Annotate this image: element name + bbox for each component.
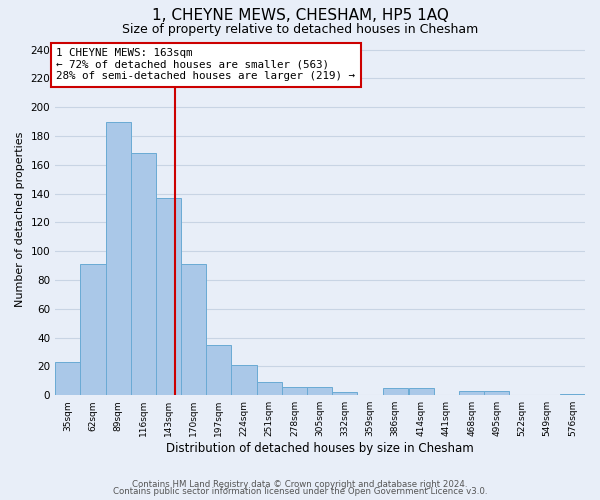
Text: Size of property relative to detached houses in Chesham: Size of property relative to detached ho…: [122, 22, 478, 36]
Y-axis label: Number of detached properties: Number of detached properties: [15, 131, 25, 306]
Bar: [80, 264, 106, 395]
Bar: [484, 391, 509, 395]
Bar: [307, 386, 332, 395]
Bar: [232, 365, 257, 395]
Bar: [560, 394, 585, 395]
Bar: [206, 345, 232, 395]
Bar: [131, 154, 156, 395]
Text: 1, CHEYNE MEWS, CHESHAM, HP5 1AQ: 1, CHEYNE MEWS, CHESHAM, HP5 1AQ: [152, 8, 448, 22]
Text: 1 CHEYNE MEWS: 163sqm
← 72% of detached houses are smaller (563)
28% of semi-det: 1 CHEYNE MEWS: 163sqm ← 72% of detached …: [56, 48, 355, 82]
Bar: [181, 264, 206, 395]
Bar: [282, 386, 307, 395]
Bar: [409, 388, 434, 395]
Bar: [383, 388, 408, 395]
X-axis label: Distribution of detached houses by size in Chesham: Distribution of detached houses by size …: [166, 442, 474, 455]
Bar: [55, 362, 80, 395]
Text: Contains public sector information licensed under the Open Government Licence v3: Contains public sector information licen…: [113, 488, 487, 496]
Bar: [156, 198, 181, 395]
Bar: [332, 392, 358, 395]
Text: Contains HM Land Registry data © Crown copyright and database right 2024.: Contains HM Land Registry data © Crown c…: [132, 480, 468, 489]
Bar: [257, 382, 282, 395]
Bar: [459, 391, 484, 395]
Bar: [106, 122, 131, 395]
